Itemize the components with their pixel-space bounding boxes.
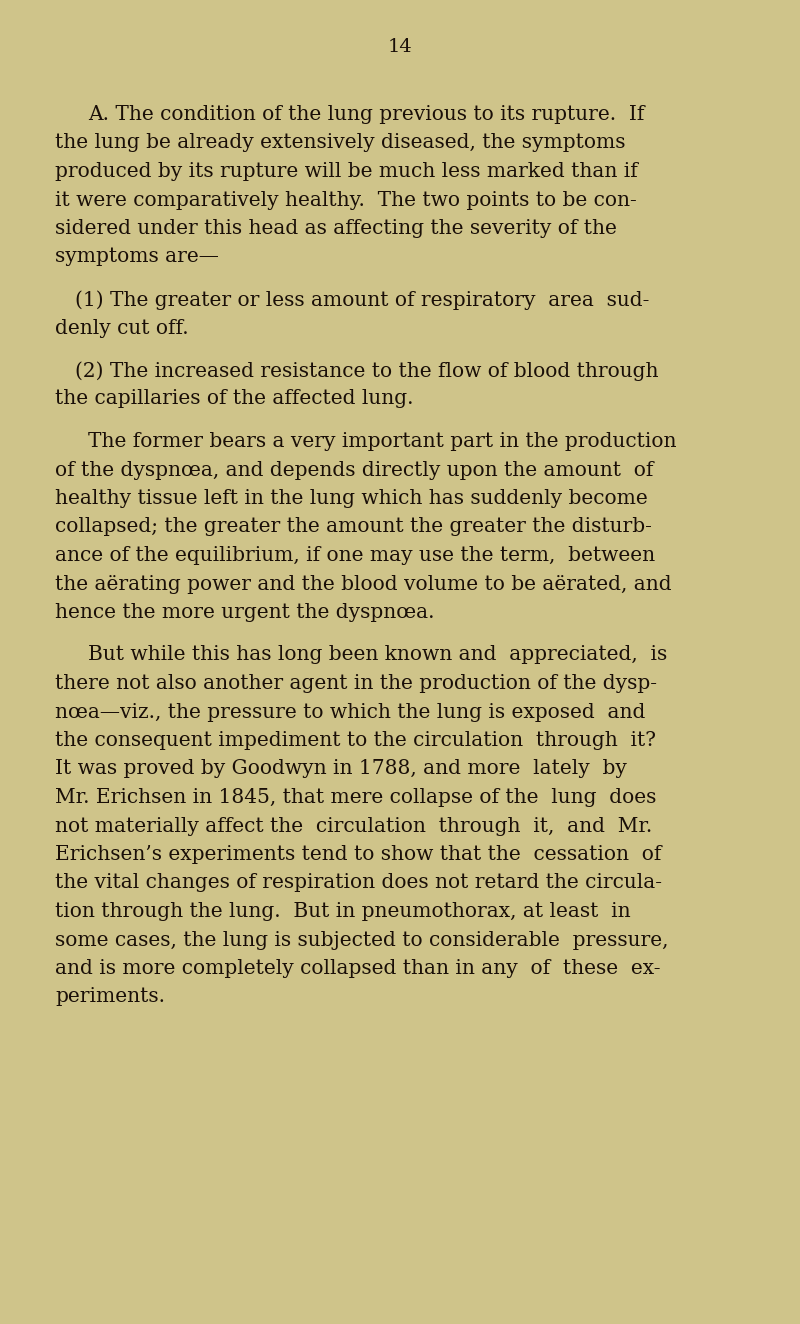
Text: and is more completely collapsed than in any  of  these  ex-: and is more completely collapsed than in…	[55, 959, 661, 978]
Text: the vital changes of respiration does not retard the circula-: the vital changes of respiration does no…	[55, 874, 662, 892]
Text: tion through the lung.  But in pneumothorax, at least  in: tion through the lung. But in pneumothor…	[55, 902, 630, 922]
Text: the lung be already extensively diseased, the symptoms: the lung be already extensively diseased…	[55, 134, 626, 152]
Text: symptoms are—: symptoms are—	[55, 248, 219, 266]
Text: produced by its rupture will be much less marked than if: produced by its rupture will be much les…	[55, 162, 638, 181]
Text: It was proved by Goodwyn in 1788, and more  lately  by: It was proved by Goodwyn in 1788, and mo…	[55, 760, 627, 779]
Text: of the dyspnœa, and depends directly upon the amount  of: of the dyspnœa, and depends directly upo…	[55, 461, 654, 479]
Text: it were comparatively healthy.  The two points to be con-: it were comparatively healthy. The two p…	[55, 191, 637, 209]
Text: (1) The greater or less amount of respiratory  area  sud-: (1) The greater or less amount of respir…	[75, 290, 650, 310]
Text: nœa—viz., the pressure to which the lung is exposed  and: nœa—viz., the pressure to which the lung…	[55, 703, 646, 722]
Text: The former bears a very important part in the production: The former bears a very important part i…	[88, 432, 677, 451]
Text: not materially affect the  circulation  through  it,  and  Mr.: not materially affect the circulation th…	[55, 817, 652, 835]
Text: A. The condition of the lung previous to its rupture.  If: A. The condition of the lung previous to…	[88, 105, 644, 124]
Text: the consequent impediment to the circulation  through  it?: the consequent impediment to the circula…	[55, 731, 656, 749]
Text: Erichsen’s experiments tend to show that the  cessation  of: Erichsen’s experiments tend to show that…	[55, 845, 662, 865]
Text: sidered under this head as affecting the severity of the: sidered under this head as affecting the…	[55, 218, 617, 238]
Text: collapsed; the greater the amount the greater the disturb-: collapsed; the greater the amount the gr…	[55, 518, 652, 536]
Text: healthy tissue left in the lung which has suddenly become: healthy tissue left in the lung which ha…	[55, 489, 648, 508]
Text: Mr. Erichsen in 1845, that mere collapse of the  lung  does: Mr. Erichsen in 1845, that mere collapse…	[55, 788, 656, 808]
Text: denly cut off.: denly cut off.	[55, 319, 189, 338]
Text: 14: 14	[388, 38, 412, 56]
Text: ance of the equilibrium, if one may use the term,  between: ance of the equilibrium, if one may use …	[55, 545, 655, 565]
Text: there not also another agent in the production of the dysp-: there not also another agent in the prod…	[55, 674, 657, 692]
Text: But while this has long been known and  appreciated,  is: But while this has long been known and a…	[88, 646, 667, 665]
Text: the aërating power and the blood volume to be aërated, and: the aërating power and the blood volume …	[55, 575, 672, 593]
Text: hence the more urgent the dyspnœa.: hence the more urgent the dyspnœa.	[55, 602, 434, 622]
Text: some cases, the lung is subjected to considerable  pressure,: some cases, the lung is subjected to con…	[55, 931, 669, 949]
Text: periments.: periments.	[55, 988, 165, 1006]
Text: (2) The increased resistance to the flow of blood through: (2) The increased resistance to the flow…	[75, 361, 658, 381]
Text: the capillaries of the affected lung.: the capillaries of the affected lung.	[55, 389, 414, 409]
